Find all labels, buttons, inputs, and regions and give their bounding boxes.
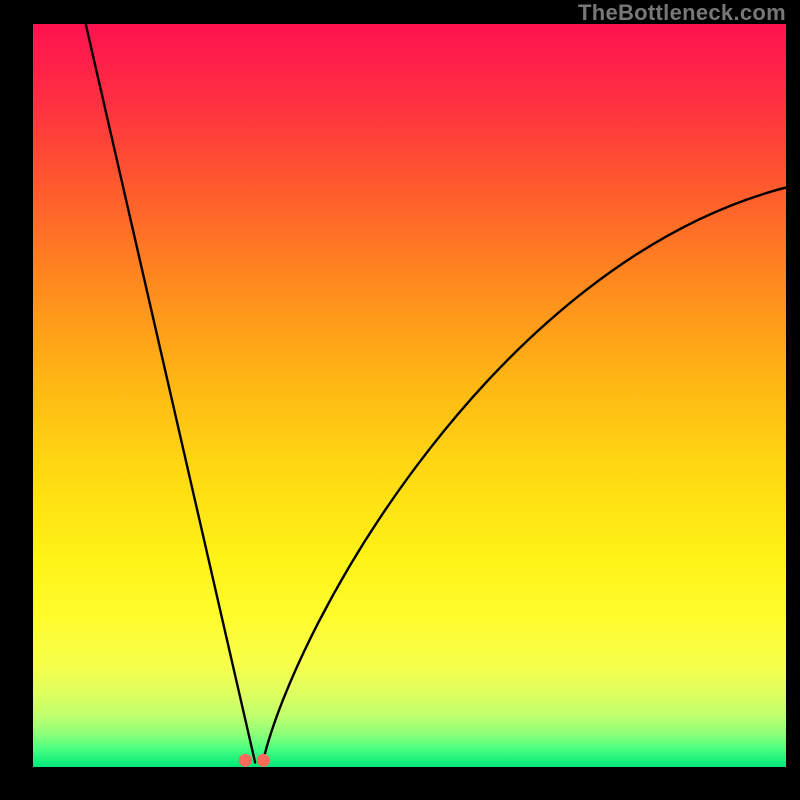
gradient-background — [33, 24, 786, 767]
plot-area — [33, 24, 786, 767]
data-marker — [257, 754, 270, 767]
chart-frame: TheBottleneck.com — [0, 0, 800, 800]
watermark-text: TheBottleneck.com — [578, 0, 786, 26]
data-marker — [239, 754, 252, 767]
bottleneck-chart — [33, 24, 786, 767]
